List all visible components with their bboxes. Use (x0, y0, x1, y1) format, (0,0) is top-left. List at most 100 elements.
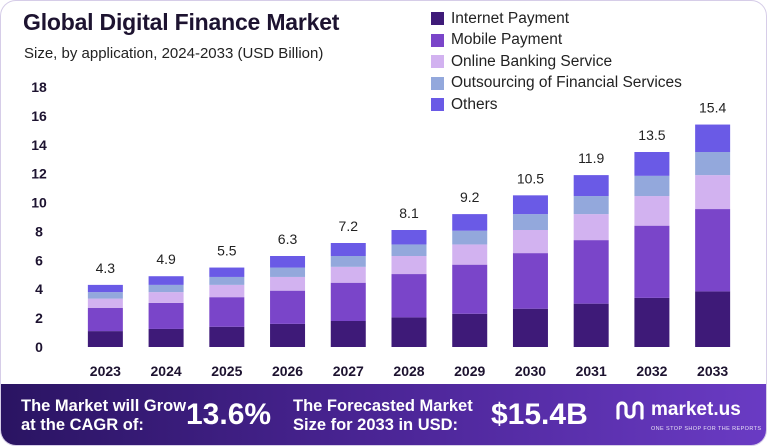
legend-swatch (431, 76, 444, 90)
legend-item: Outsourcing of Financial Services (431, 73, 682, 95)
market-us-logo-icon (616, 401, 644, 420)
bar-segment (573, 196, 609, 215)
bar-segment (87, 292, 123, 299)
bar-segment (148, 284, 184, 293)
y-tick-label: 8 (35, 223, 43, 239)
forecast-label-line2: Size for 2033 in USD: (293, 416, 459, 434)
legend-label: Internet Payment (451, 9, 570, 27)
bar-segment (148, 328, 184, 347)
cagr-label-line1: The Market will Grow (21, 397, 187, 415)
bar-segment (452, 264, 488, 314)
x-tick-label: 2026 (272, 363, 303, 379)
bar-segment (634, 297, 670, 347)
forecast-label-line1: The Forecasted Market (293, 397, 473, 415)
cagr-label: The Market will Grow at the CAGR of: (21, 397, 186, 435)
bar-segment (512, 195, 548, 215)
bar-segment (87, 284, 123, 293)
bar-segment (209, 297, 245, 327)
bar-segment (148, 292, 184, 303)
legend-swatch (431, 33, 444, 47)
bar-segment (695, 175, 731, 210)
bar-segment (573, 303, 609, 347)
bar-segment (634, 175, 670, 197)
legend-label: Online Banking Service (451, 52, 613, 70)
bar-group (391, 230, 427, 347)
x-tick-label: 2029 (454, 363, 485, 379)
brand-name: market.us (651, 399, 741, 420)
bar-segment (452, 214, 488, 231)
bar-segment (330, 243, 366, 256)
legend-swatch (431, 98, 444, 112)
bar-total-label: 4.9 (156, 251, 176, 267)
bar-segment (87, 308, 123, 332)
bar-segment (695, 152, 731, 176)
bar-segment (512, 214, 548, 230)
legend-item: Internet Payment (431, 8, 682, 30)
bar-segment (270, 256, 306, 268)
bar-segment (330, 321, 366, 347)
y-tick-label: 2 (35, 310, 43, 326)
y-tick-label: 10 (31, 195, 47, 211)
y-tick-label: 12 (31, 166, 47, 182)
bar-segment (573, 240, 609, 304)
bar-group (148, 276, 184, 347)
brand-logo: market.us (615, 398, 741, 422)
y-tick-label: 18 (31, 79, 47, 95)
legend-label: Others (451, 95, 498, 113)
bar-segment (634, 225, 670, 298)
legend-item: Online Banking Service (431, 51, 682, 73)
stacked-bar-chart: 0 2 4 6 8 10 12 14 16 18 4.3 2023 4.9 2024 5.5 2025 6.3 2… (31, 79, 731, 379)
legend-item: Mobile Payment (431, 30, 682, 52)
bar-segment (695, 291, 731, 347)
cagr-label-line2: at the CAGR of: (21, 416, 144, 434)
bar-segment (209, 267, 245, 277)
forecast-label: The Forecasted Market Size for 2033 in U… (293, 397, 473, 435)
bar-total-label: 5.5 (217, 243, 237, 259)
bar-total-label: 10.5 (517, 170, 544, 186)
x-tick-label: 2023 (90, 363, 121, 379)
bar-segment (87, 331, 123, 347)
bar-segment (148, 302, 184, 329)
bar-segment (391, 256, 427, 275)
bar-segment (634, 152, 670, 176)
bar-segment (452, 313, 488, 347)
brand-tagline: ONE STOP SHOP FOR THE REPORTS (651, 426, 762, 432)
x-tick-label: 2024 (151, 363, 182, 379)
legend-swatch (431, 55, 444, 69)
x-tick-label: 2033 (697, 363, 728, 379)
bar-total-label: 4.3 (96, 260, 116, 276)
bar-group (634, 152, 670, 347)
bar-segment (634, 196, 670, 226)
bar-group (573, 175, 609, 347)
x-tick-label: 2028 (393, 363, 424, 379)
x-tick-label: 2031 (576, 363, 607, 379)
x-tick-label: 2030 (515, 363, 546, 379)
bar-total-label: 9.2 (460, 189, 480, 205)
legend-label: Outsourcing of Financial Services (451, 74, 682, 92)
bar-group (270, 256, 306, 347)
bar-total-label: 8.1 (399, 205, 419, 221)
bar-total-label: 13.5 (638, 127, 665, 143)
legend-item: Others (431, 94, 682, 116)
bar-group (512, 195, 548, 347)
bar-segment (695, 209, 731, 292)
forecast-value: $15.4B (491, 398, 588, 431)
bar-segment (330, 256, 366, 267)
bar-segment (270, 276, 306, 291)
bar-group (330, 243, 366, 347)
bar-segment (330, 282, 366, 321)
bar-group (452, 214, 488, 347)
bar-segment (391, 230, 427, 245)
y-tick-label: 4 (35, 281, 43, 297)
bar-total-label: 15.4 (699, 100, 726, 116)
bar-total-label: 7.2 (339, 218, 359, 234)
bar-segment (270, 290, 306, 324)
cagr-value: 13.6% (186, 398, 272, 431)
bar-segment (452, 230, 488, 245)
x-tick-label: 2027 (333, 363, 364, 379)
y-tick-label: 6 (35, 252, 43, 268)
chart-title: Global Digital Finance Market (23, 9, 340, 35)
bar-total-label: 11.9 (578, 150, 604, 166)
chart-legend: Internet Payment Mobile Payment Online Ban… (431, 8, 682, 116)
